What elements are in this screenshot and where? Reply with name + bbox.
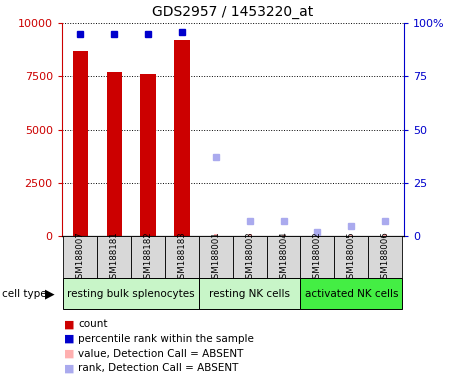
Bar — [383, 235, 387, 236]
Bar — [165, 236, 199, 278]
Text: count: count — [78, 319, 108, 329]
Text: GSM188002: GSM188002 — [313, 231, 322, 284]
Text: cell type: cell type — [2, 289, 47, 299]
Text: GSM188005: GSM188005 — [347, 231, 356, 284]
Bar — [301, 278, 402, 309]
Text: ■: ■ — [64, 349, 75, 359]
Bar — [301, 236, 334, 278]
Bar — [199, 278, 301, 309]
Text: ■: ■ — [64, 319, 75, 329]
Text: ■: ■ — [64, 363, 75, 373]
Text: percentile rank within the sample: percentile rank within the sample — [78, 334, 254, 344]
Bar — [131, 236, 165, 278]
Bar — [266, 236, 301, 278]
Text: GSM188006: GSM188006 — [380, 231, 390, 284]
Text: GSM188181: GSM188181 — [110, 231, 119, 284]
Bar — [368, 236, 402, 278]
Bar — [214, 234, 218, 236]
Bar — [73, 51, 88, 236]
Bar — [199, 236, 233, 278]
Text: GSM188001: GSM188001 — [211, 231, 220, 284]
Text: value, Detection Call = ABSENT: value, Detection Call = ABSENT — [78, 349, 244, 359]
Bar — [247, 235, 252, 236]
Bar — [141, 74, 156, 236]
Bar — [64, 278, 199, 309]
Bar — [315, 235, 319, 236]
Text: activated NK cells: activated NK cells — [304, 289, 398, 299]
Text: ■: ■ — [64, 334, 75, 344]
Bar — [233, 236, 266, 278]
Text: GSM188004: GSM188004 — [279, 231, 288, 284]
Bar — [349, 235, 353, 236]
Text: GSM188007: GSM188007 — [76, 231, 85, 284]
Text: GSM188003: GSM188003 — [245, 231, 254, 284]
Text: resting NK cells: resting NK cells — [209, 289, 290, 299]
Text: ▶: ▶ — [45, 287, 55, 300]
Bar — [64, 236, 97, 278]
Bar — [174, 40, 190, 236]
Bar — [97, 236, 131, 278]
Text: rank, Detection Call = ABSENT: rank, Detection Call = ABSENT — [78, 363, 239, 373]
Text: resting bulk splenocytes: resting bulk splenocytes — [67, 289, 195, 299]
Title: GDS2957 / 1453220_at: GDS2957 / 1453220_at — [152, 5, 314, 19]
Bar — [334, 236, 368, 278]
Text: GSM188183: GSM188183 — [178, 231, 187, 284]
Text: GSM188182: GSM188182 — [143, 231, 152, 284]
Bar — [106, 72, 122, 236]
Bar — [282, 235, 285, 236]
